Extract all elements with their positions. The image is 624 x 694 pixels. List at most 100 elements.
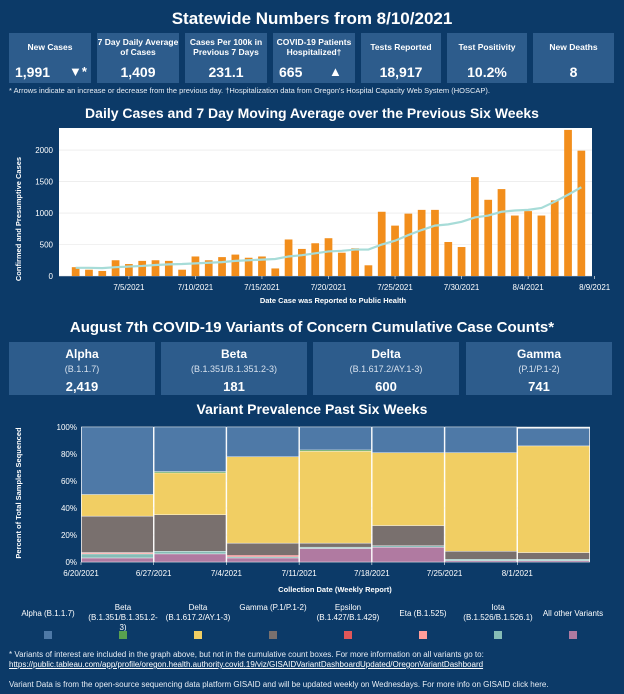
daily-cases-bar <box>258 256 266 276</box>
y-tick-label: 2000 <box>35 146 53 155</box>
variant-stack-segment <box>299 449 372 452</box>
variant-stack-segment <box>517 559 590 561</box>
x-tick-label: 7/30/2021 <box>444 283 480 292</box>
up-arrow-icon: ▲ <box>329 64 342 79</box>
legend-swatch <box>494 631 502 639</box>
legend-label-other: All other Variants <box>542 609 604 618</box>
stat-test-positivity[interactable]: Test Positivity 10.2% <box>447 33 527 83</box>
y-axis-title: Percent of Total Samples Sequenced <box>14 427 23 559</box>
variant-count: 741 <box>528 379 550 394</box>
legend-label-delta: Delta (B.1.617.2/AY.1-3) <box>165 603 231 622</box>
x-tick-label: 7/4/2021 <box>211 569 243 578</box>
daily-cases-bar <box>364 265 373 276</box>
y-tick-label: 80% <box>61 450 77 459</box>
y-tick-label: 40% <box>61 504 77 513</box>
stat-cases-per-100k[interactable]: Cases Per 100k in Previous 7 Days 231.1 <box>185 33 267 83</box>
stat-value: 10.2% <box>467 64 507 80</box>
legend-swatch <box>269 631 277 639</box>
variant-stack-segment <box>154 514 227 552</box>
variant-stack-segment <box>372 426 445 453</box>
stat-value: 1,991 <box>15 64 51 80</box>
stat-hospitalized[interactable]: COVID-19 Patients Hospitalized† 665 ▲ <box>273 33 355 83</box>
variant-stack-segment <box>226 542 299 556</box>
stat-new-deaths[interactable]: New Deaths 8 <box>533 33 614 83</box>
stat-7-day-average[interactable]: 7 Day Daily Average of Cases 1,409 <box>97 33 179 83</box>
variant-stack-segment <box>517 445 590 553</box>
variant-lineage: (B.1.1.7) <box>64 364 100 374</box>
variant-stack-segment <box>299 426 372 451</box>
daily-cases-bar <box>391 225 399 276</box>
daily-cases-bar <box>417 209 426 276</box>
stat-new-cases[interactable]: New Cases 1,991 ▼* <box>9 33 91 83</box>
daily-cases-bar <box>550 200 559 276</box>
variant-stack-segment <box>517 560 590 563</box>
legend-label-iota: Iota (B.1.526/B.1.526.1) <box>463 603 533 622</box>
variant-name: Alpha <box>65 347 99 361</box>
stat-label: New Deaths <box>549 42 598 52</box>
variant-stack-segment <box>154 553 227 563</box>
variant-stack-segment <box>444 559 517 561</box>
stat-value: 18,917 <box>379 64 423 80</box>
y-axis-title: Confirmed and Presumptive Cases <box>14 157 23 281</box>
variant-stack-segment <box>81 515 154 553</box>
variant-stack-segment <box>226 555 299 557</box>
variant-stack-segment <box>372 546 445 563</box>
daily-cases-bar <box>497 189 506 276</box>
daily-cases-bar <box>537 215 546 276</box>
variant-card-gamma[interactable]: Gamma (P.1/P.1-2) 741 <box>466 342 612 395</box>
variant-stack-segment <box>517 552 590 560</box>
x-axis-title: Date Case was Reported to Public Health <box>260 296 407 305</box>
variant-prevalence-chart[interactable]: Percent of Total Samples Sequenced Colle… <box>0 418 624 598</box>
variant-stack-segment <box>517 428 590 447</box>
dashboard-link[interactable]: https://public.tableau.com/app/profile/o… <box>9 660 484 669</box>
legend-swatch <box>419 631 427 639</box>
variant-count: 181 <box>223 379 245 394</box>
daily-cases-bar <box>191 256 200 276</box>
daily-cases-bar <box>164 260 173 276</box>
legend-label-epsilon: Epsilon (B.1.427/B.1.429) <box>316 603 380 622</box>
y-tick-label: 0% <box>65 558 77 567</box>
daily-cases-bar <box>98 270 107 276</box>
variant-stack-segment <box>372 525 445 547</box>
stat-tests-reported[interactable]: Tests Reported 18,917 <box>361 33 441 83</box>
x-tick-label: 7/25/2021 <box>427 569 463 578</box>
variant-card-delta[interactable]: Delta (B.1.617.2/AY.1-3) 600 <box>313 342 459 395</box>
variant-stack-segment <box>299 548 372 563</box>
variant-card-beta[interactable]: Beta (B.1.351/B.1.351.2-3) 181 <box>161 342 307 395</box>
daily-cases-bar <box>138 260 147 276</box>
x-tick-label: 8/1/2021 <box>502 569 534 578</box>
legend-label-beta: Beta (B.1.351/B.1.351.2-3) <box>88 603 158 632</box>
variant-stack-segment <box>372 545 445 548</box>
legend-swatch <box>344 631 352 639</box>
variant-name: Beta <box>220 347 247 361</box>
x-tick-label: 6/27/2021 <box>136 569 172 578</box>
variant-count: 600 <box>375 379 397 394</box>
x-tick-label: 8/9/2021 <box>579 283 611 292</box>
daily-cases-bar <box>337 252 346 276</box>
variant-stack-segment <box>81 426 154 495</box>
daily-cases-bar <box>404 213 413 276</box>
variant-lineage: (B.1.351/B.1.351.2-3) <box>190 364 278 374</box>
legend-swatch <box>44 631 52 639</box>
variant-stack-segment <box>81 557 154 563</box>
y-tick-label: 0 <box>49 272 54 281</box>
stat-label: Test Positivity <box>458 42 516 52</box>
daily-cases-bar <box>244 257 253 276</box>
legend-swatch <box>569 631 577 639</box>
daily-cases-bar <box>284 239 293 276</box>
daily-cases-bar <box>457 247 466 276</box>
daily-cases-bar <box>510 215 519 276</box>
daily-cases-bar <box>71 267 80 276</box>
variant-stack-segment <box>444 426 517 453</box>
daily-cases-chart[interactable]: Confirmed and Presumptive Cases Date Cas… <box>0 120 624 330</box>
x-tick-label: 7/11/2021 <box>282 569 318 578</box>
variant-stack-segment <box>226 556 299 559</box>
variant-card-alpha[interactable]: Alpha (B.1.1.7) 2,419 <box>9 342 155 395</box>
variant-stack-segment <box>154 472 227 515</box>
x-tick-label: 7/25/2021 <box>377 283 413 292</box>
variant-stack-segment <box>372 452 445 526</box>
variant-stack-segment <box>154 471 227 474</box>
stat-label: Tests Reported <box>370 42 432 52</box>
stat-label: COVID-19 Patients Hospitalized† <box>276 37 352 57</box>
x-tick-label: 7/20/2021 <box>311 283 347 292</box>
